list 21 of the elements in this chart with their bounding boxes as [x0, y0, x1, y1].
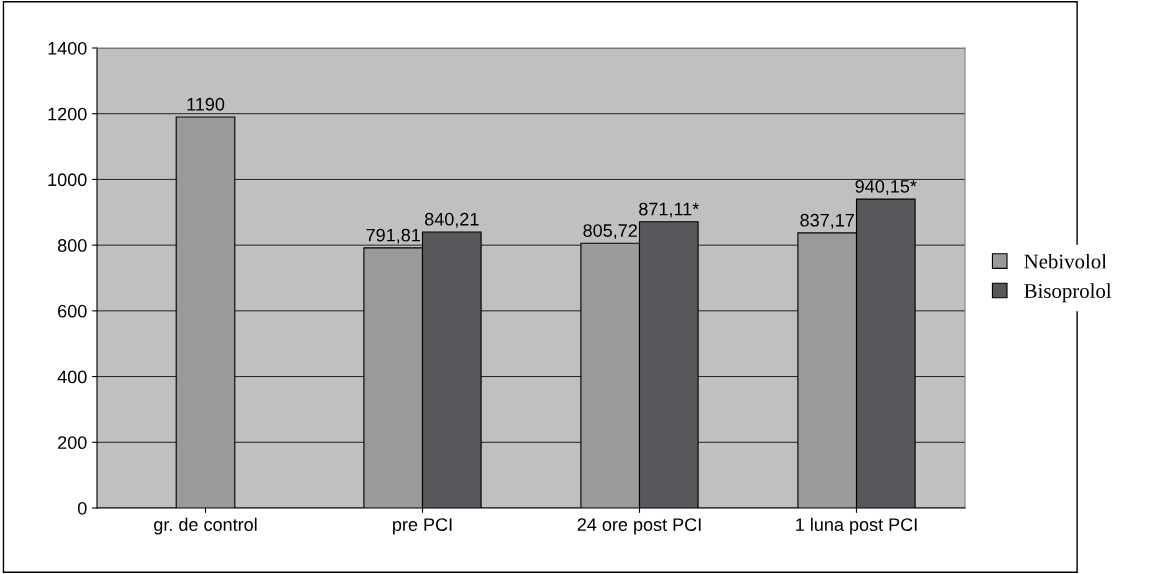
y-tick-label: 1000: [48, 173, 87, 187]
y-tick-label: 1400: [48, 41, 87, 55]
y-tick-label: 0: [77, 501, 87, 515]
data-label: 837,17: [800, 213, 854, 229]
data-label: 840,21: [424, 212, 479, 228]
x-tick-label: gr. de control: [154, 517, 257, 535]
data-label: 805,72: [583, 224, 637, 240]
x-tick-label: 24 ore post PCI: [577, 518, 701, 535]
data-label: 1190: [187, 97, 225, 111]
y-tick-label: 400: [57, 370, 87, 384]
data-label: 871,11*: [639, 202, 699, 218]
data-label: 940,15*: [855, 179, 917, 195]
y-tick-label: 200: [58, 436, 87, 450]
legend-label: Nebivolol: [1024, 253, 1107, 269]
y-tick-label: 800: [57, 239, 87, 252]
legend-label: Bisoprolol: [1024, 283, 1112, 303]
x-tick-label: 1 luna post PCI: [796, 517, 917, 535]
y-tick-label: 600: [58, 304, 87, 318]
y-tick-label: 1200: [48, 107, 87, 121]
data-label: 791,81: [366, 228, 420, 244]
x-tick-label: pre PCI: [393, 518, 452, 535]
